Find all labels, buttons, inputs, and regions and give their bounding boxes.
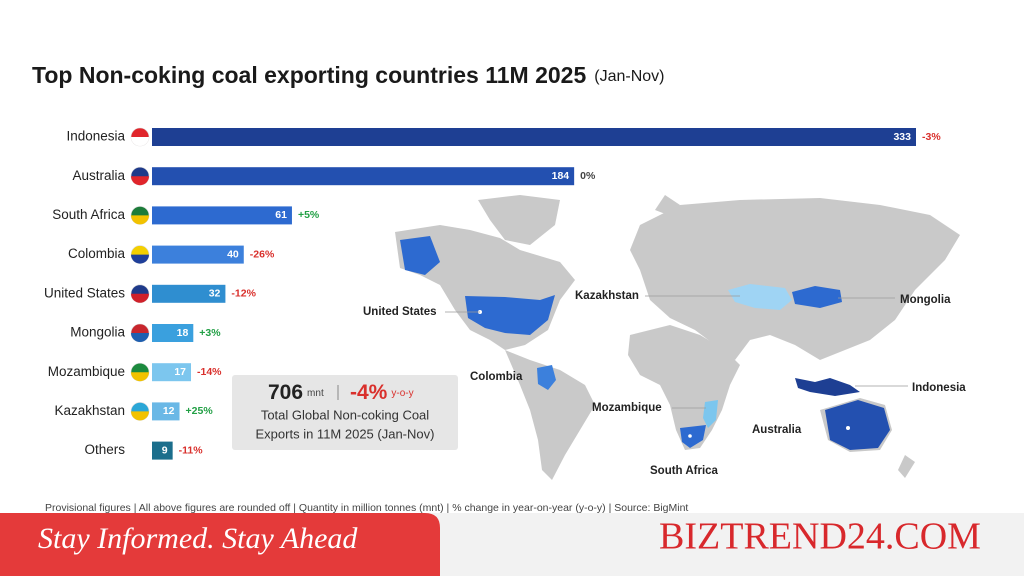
bar — [152, 206, 292, 225]
value-label: 32 — [209, 288, 221, 300]
bar — [152, 363, 192, 382]
summary-total: 706 — [268, 381, 303, 404]
map-leaders — [445, 295, 908, 409]
summary-change-line: -4% y-o-y — [350, 381, 414, 404]
banner-brand: BIZTREND24.COM — [659, 516, 981, 558]
flag-icon-detail — [131, 411, 149, 421]
value-label: 12 — [163, 405, 175, 417]
category-label: Indonesia — [66, 129, 125, 144]
change-label: -26% — [250, 248, 275, 260]
map-label: Kazakhstan — [575, 290, 639, 302]
title-sub: (Jan-Nov) — [594, 68, 664, 85]
tagline-band — [0, 513, 440, 576]
summary-unit: mnt — [307, 388, 324, 399]
summary-box — [232, 375, 458, 450]
category-label: United States — [44, 285, 125, 300]
category-label: Kazakhstan — [54, 403, 125, 418]
category-label: Mozambique — [48, 364, 125, 379]
map-label: South Africa — [650, 465, 719, 477]
map-label: United States — [363, 306, 437, 318]
bar — [152, 245, 244, 264]
bar — [152, 284, 226, 303]
highlighted-countries — [400, 236, 890, 450]
value-label: 184 — [552, 170, 570, 182]
value-label: 9 — [162, 444, 168, 456]
flag-icon-detail — [131, 372, 149, 382]
bar — [152, 128, 916, 146]
category-label: Others — [84, 442, 125, 457]
map-label: Indonesia — [912, 382, 966, 394]
title-main: Top Non-coking coal exporting countries … — [32, 62, 586, 88]
value-label: 61 — [275, 209, 287, 221]
value-label: 17 — [174, 366, 186, 378]
change-label: -3% — [922, 131, 941, 143]
chart-title: Top Non-coking coal exporting countries … — [32, 62, 664, 88]
category-label: Australia — [72, 168, 125, 183]
change-label: +25% — [186, 405, 214, 417]
flag-icon-detail — [131, 293, 149, 303]
change-label: 0% — [580, 170, 596, 182]
map-label: Mozambique — [592, 402, 662, 414]
value-label: 40 — [227, 248, 239, 260]
category-label: Mongolia — [70, 325, 125, 340]
category-label: South Africa — [52, 207, 125, 222]
banner-tagline: Stay Informed. Stay Ahead — [38, 522, 358, 555]
summary-change-unit: y-o-y — [391, 388, 413, 399]
content: Top Non-coking coal exporting countries … — [32, 62, 981, 558]
flag-icon-detail — [131, 254, 149, 264]
change-label: -12% — [231, 288, 256, 300]
value-label: 333 — [893, 131, 911, 143]
flag-icon-detail — [131, 333, 149, 342]
category-label: Colombia — [68, 246, 126, 261]
summary-change: -4% — [350, 381, 388, 404]
value-label: 18 — [177, 327, 189, 339]
summary-caption: Exports in 11M 2025 (Jan-Nov) — [256, 426, 435, 441]
bar — [152, 441, 173, 460]
map-label: Mongolia — [900, 294, 951, 306]
summary-total-line: 706 mnt — [268, 381, 324, 404]
flag-icon-detail — [131, 137, 149, 146]
map-label: Colombia — [470, 371, 523, 383]
change-label: -11% — [179, 444, 204, 456]
bar — [152, 324, 194, 342]
flag-icon-detail — [131, 176, 149, 186]
map-label: Australia — [752, 424, 802, 436]
summary-caption: Total Global Non-coking Coal — [261, 407, 429, 422]
footnote: Provisional figures | All above figures … — [45, 502, 688, 514]
flag-icon-detail — [131, 215, 149, 225]
change-label: -14% — [197, 366, 222, 378]
bar — [152, 402, 180, 421]
change-label: +3% — [199, 327, 221, 339]
change-label: +5% — [298, 209, 320, 221]
bar — [152, 167, 575, 186]
